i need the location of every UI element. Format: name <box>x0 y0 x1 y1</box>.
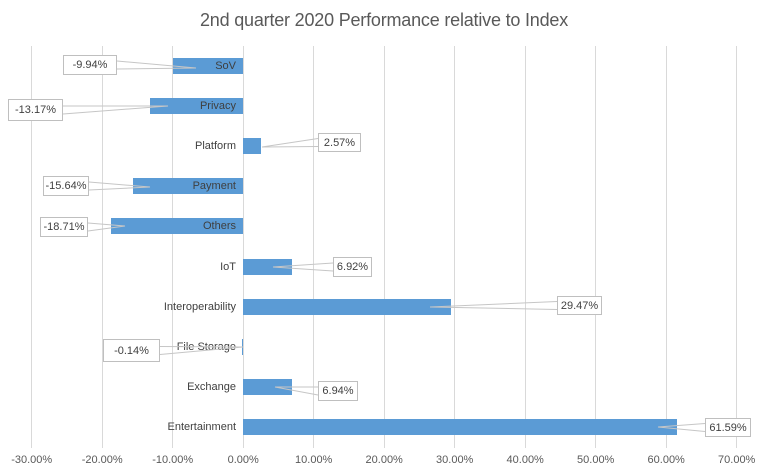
category-label-iot: IoT <box>220 261 236 273</box>
x-axis-tick-label: 10.00% <box>295 454 333 466</box>
bar-file-storage <box>242 339 244 355</box>
bar-others <box>111 218 244 234</box>
gridline-60.00% <box>665 46 667 448</box>
gridline-20.00% <box>383 46 385 448</box>
bar-privacy <box>150 98 244 114</box>
gridline-0.00% <box>242 46 244 448</box>
category-label-others: Others <box>202 220 236 232</box>
category-label-sov: SoV <box>215 60 236 72</box>
leader-line-platform <box>261 146 319 148</box>
x-axis-tick-label: -20.00% <box>81 454 123 466</box>
x-axis-tick-label: 50.00% <box>577 454 615 466</box>
gridline-10.00% <box>313 46 315 448</box>
data-label-interoperability: 29.47% <box>557 296 602 315</box>
bar-payment <box>132 178 244 194</box>
x-axis-tick-label: -30.00% <box>11 454 53 466</box>
chart-title: 2nd quarter 2020 Performance relative to… <box>199 10 569 30</box>
x-axis-tick-label: 40.00% <box>506 454 544 466</box>
gridline-30.00% <box>454 46 456 448</box>
x-axis-tick-label: 0.00% <box>227 454 259 466</box>
x-axis-tick-label: 70.00% <box>718 454 756 466</box>
category-label-privacy: Privacy <box>199 100 236 112</box>
bar-exchange <box>243 379 293 395</box>
data-label-others: -18.71% <box>40 217 88 237</box>
x-axis-tick-label: 60.00% <box>647 454 685 466</box>
gridline-50.00% <box>595 46 597 448</box>
data-label-payment: -15.64% <box>43 176 89 196</box>
category-label-platform: Platform <box>195 140 236 152</box>
category-label-exchange: Exchange <box>187 381 236 393</box>
data-label-iot: 6.92% <box>333 257 372 277</box>
bar-platform <box>243 138 262 154</box>
bar-iot <box>243 259 292 275</box>
bar-interoperability <box>243 299 451 315</box>
x-axis-tick-label: 20.00% <box>365 454 403 466</box>
category-label-file-storage: File Storage <box>176 341 236 353</box>
gridline-70.00% <box>736 46 738 448</box>
gridline-40.00% <box>524 46 526 448</box>
category-label-payment: Payment <box>192 180 236 192</box>
x-axis-tick-label: -10.00% <box>152 454 194 466</box>
gridline--30.00% <box>31 46 33 448</box>
data-label-privacy: -13.17% <box>8 99 63 121</box>
data-label-exchange: 6.94% <box>318 381 358 401</box>
x-axis-tick-label: 30.00% <box>436 454 474 466</box>
data-label-platform: 2.57% <box>318 133 361 152</box>
gridline--10.00% <box>172 46 174 448</box>
category-label-interoperability: Interoperability <box>163 301 236 313</box>
bar-entertainment <box>243 419 678 435</box>
leader-line-platform <box>261 138 319 148</box>
data-label-file-storage: -0.14% <box>103 339 160 362</box>
data-label-sov: -9.94% <box>63 55 117 75</box>
gridline--20.00% <box>101 46 103 448</box>
category-label-entertainment: Entertainment <box>167 421 236 433</box>
data-label-entertainment: 61.59% <box>705 418 751 437</box>
